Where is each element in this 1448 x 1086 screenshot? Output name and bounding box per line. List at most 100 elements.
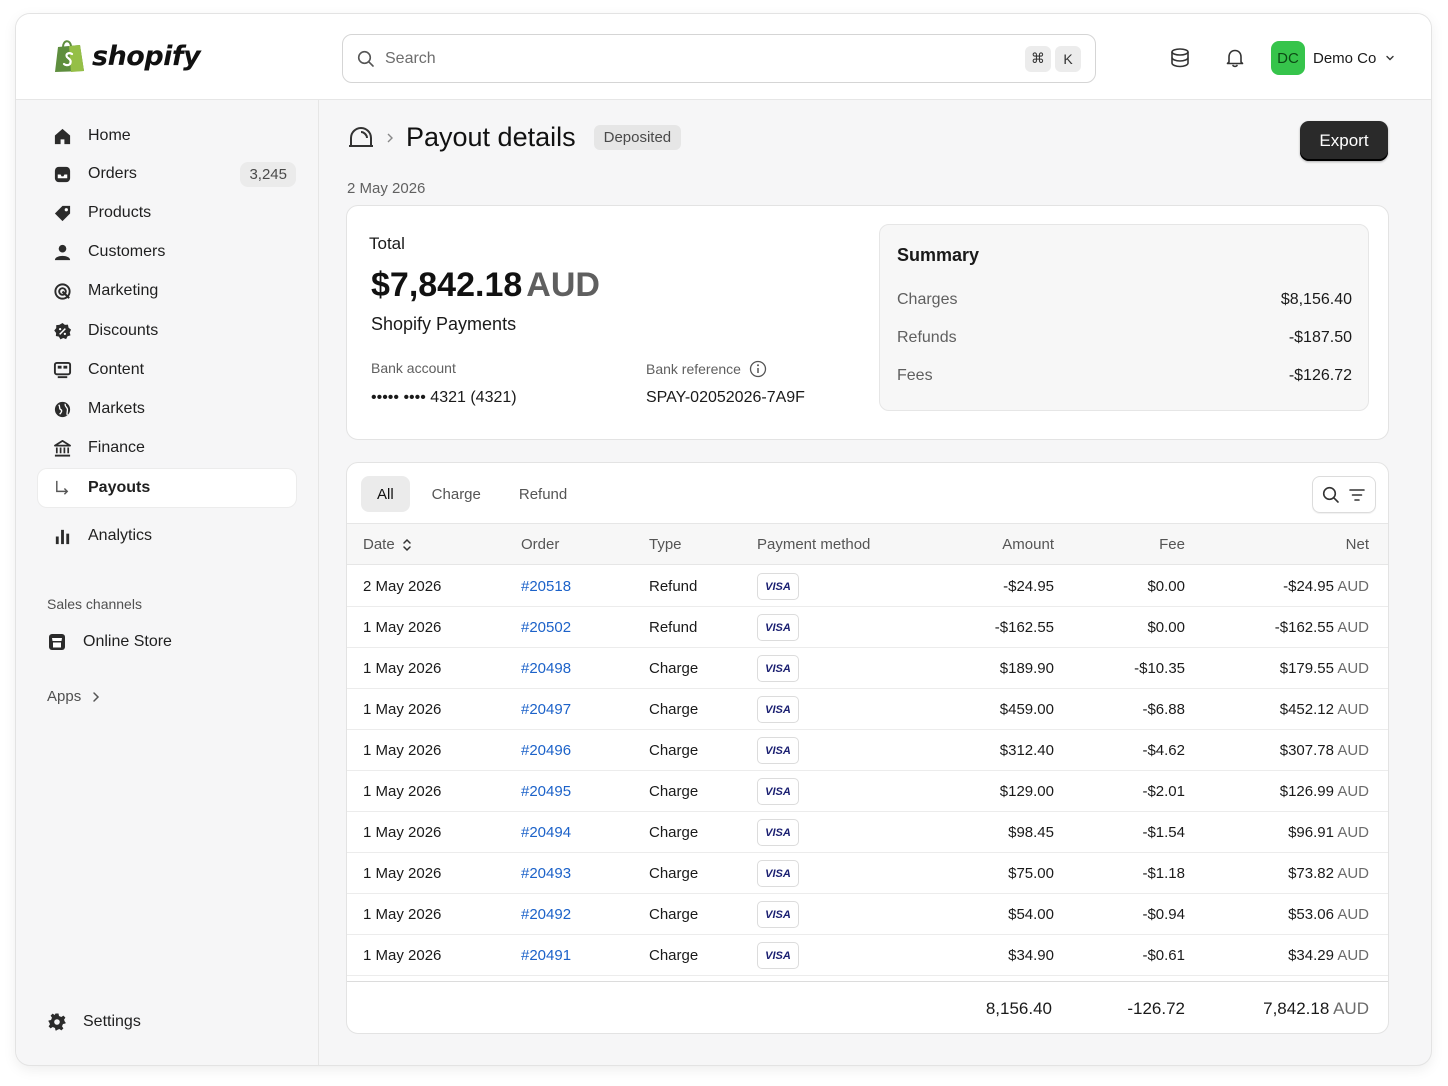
table-row[interactable]: 1 May 2026 #20496 Charge VISA $312.40 -$4.62 $… xyxy=(347,730,1388,771)
total-fee-cell: -126.72 xyxy=(1127,999,1185,1018)
account-name: Demo Co xyxy=(1313,49,1377,67)
sidebar-item-marketing[interactable]: Marketing xyxy=(38,272,296,310)
sidebar-item-home[interactable]: Home xyxy=(38,117,296,155)
date-cell: 1 May 2026 xyxy=(363,619,442,636)
bar-chart-icon xyxy=(55,529,69,544)
order-link[interactable]: #20491 xyxy=(521,947,572,964)
fee-cell: -$2.01 xyxy=(1142,783,1185,800)
chevron-right-icon xyxy=(93,691,100,702)
order-link[interactable]: #20494 xyxy=(521,824,572,841)
order-link[interactable]: #20492 xyxy=(521,906,572,923)
amount-cell: $98.45 xyxy=(1008,824,1054,841)
search-placeholder[interactable]: Search xyxy=(385,49,436,67)
sidebar-item-online-store[interactable]: Online Store xyxy=(33,623,291,661)
summary-label: Refunds xyxy=(897,329,957,346)
sidebar: Home Orders 3,245 Products Customers Mar… xyxy=(16,100,319,1065)
table-row[interactable]: 1 May 2026 #20502 Refund VISA -$162.55 $0.00 -… xyxy=(347,607,1388,648)
sidebar-item-payouts[interactable]: Payouts xyxy=(38,469,296,507)
sidebar-item-analytics[interactable]: Analytics xyxy=(38,517,296,555)
visa-card-icon: VISA xyxy=(757,778,799,805)
visa-card-icon: VISA xyxy=(757,860,799,887)
table-row[interactable]: 1 May 2026 #20494 Charge VISA $98.45 -$1.54 $9… xyxy=(347,812,1388,853)
order-link[interactable]: #20502 xyxy=(521,619,572,636)
sidebar-item-finance[interactable]: Finance xyxy=(38,429,296,467)
status-badge: Deposited xyxy=(593,125,682,150)
home-icon xyxy=(54,128,70,144)
table-row[interactable]: 1 May 2026 #20493 Charge VISA $75.00 -$1.18 $7… xyxy=(347,853,1388,894)
net-cell: $53.06 AUD xyxy=(1288,906,1369,923)
total-net-cell: 7,842.18 AUD xyxy=(1263,999,1369,1019)
table-row[interactable]: 1 May 2026 #20492 Charge VISA $54.00 -$0.94 $5… xyxy=(347,894,1388,935)
payment-provider: Shopify Payments xyxy=(371,314,517,334)
amount-cell: $129.00 xyxy=(999,783,1054,800)
table-row[interactable]: 1 May 2026 #20491 Charge VISA $34.90 -$0.61 $3… xyxy=(347,935,1388,976)
sidebar-item-settings[interactable]: Settings xyxy=(33,1003,291,1041)
avatar: DC xyxy=(1271,41,1305,75)
tab-refund[interactable]: Refund xyxy=(518,485,568,503)
fee-cell: $0.00 xyxy=(1147,578,1185,595)
bank-account-value: ••••• •••• 4321 (4321) xyxy=(371,389,517,406)
visa-card-icon: VISA xyxy=(757,901,799,928)
currency-label: AUD xyxy=(1337,742,1369,759)
sidebar-item-discounts[interactable]: Discounts xyxy=(38,312,296,350)
type-cell: Refund xyxy=(649,578,698,595)
net-cell: $452.12 AUD xyxy=(1280,701,1369,718)
database-icon[interactable] xyxy=(1169,47,1191,69)
summary-value: -$126.72 xyxy=(1288,367,1352,384)
type-cell: Charge xyxy=(649,783,699,800)
table-row[interactable]: 1 May 2026 #20498 Charge VISA $189.90 -$10.35… xyxy=(347,648,1388,689)
page-title: Payout details xyxy=(406,122,576,152)
apps-link[interactable]: Apps xyxy=(47,688,101,705)
account-menu[interactable]: DC Demo Co xyxy=(1271,41,1396,75)
visa-card-icon: VISA xyxy=(757,942,799,969)
table-row[interactable]: 1 May 2026 #20497 Charge VISA $459.00 -$6.88 $… xyxy=(347,689,1388,730)
summary-label: Charges xyxy=(897,291,958,308)
export-button[interactable]: Export xyxy=(1300,121,1388,161)
tab-all[interactable]: All xyxy=(361,476,410,512)
orders-icon xyxy=(54,166,70,182)
sidebar-item-products[interactable]: Products xyxy=(38,194,296,232)
visa-card-icon: VISA xyxy=(757,614,799,641)
sidebar-item-label: Content xyxy=(88,361,145,378)
column-date[interactable]: Date xyxy=(363,536,413,553)
date-cell: 1 May 2026 xyxy=(363,742,442,759)
amount-cell: $189.90 xyxy=(999,660,1054,677)
net-value: $34.29 xyxy=(1288,947,1334,964)
search-filter-button[interactable] xyxy=(1312,476,1376,513)
summary-panel: Summary Charges $8,156.40 Refunds -$187.… xyxy=(879,224,1369,411)
sidebar-item-content[interactable]: Content xyxy=(38,351,296,389)
order-link[interactable]: #20518 xyxy=(521,578,572,595)
brand-name: shopify xyxy=(92,40,201,72)
info-icon[interactable] xyxy=(749,360,767,378)
order-link[interactable]: #20497 xyxy=(521,701,572,718)
payout-icon[interactable] xyxy=(348,126,374,150)
search-bar[interactable]: Search ⌘ K xyxy=(342,34,1096,83)
sidebar-item-label: Orders xyxy=(88,165,137,182)
tab-charge[interactable]: Charge xyxy=(431,485,481,503)
filter-tabs: All Charge Refund xyxy=(361,476,583,512)
order-link[interactable]: #20498 xyxy=(521,660,572,677)
summary-row-fees: Fees -$126.72 xyxy=(897,367,1352,385)
sidebar-item-orders[interactable]: Orders 3,245 xyxy=(38,155,296,193)
table-row[interactable]: 1 May 2026 #20495 Charge VISA $129.00 -$2.01 $… xyxy=(347,771,1388,812)
order-link[interactable]: #20496 xyxy=(521,742,572,759)
net-value: -$24.95 xyxy=(1283,578,1334,595)
sidebar-item-customers[interactable]: Customers xyxy=(38,233,296,271)
summary-label: Fees xyxy=(897,367,933,384)
keyboard-shortcut: ⌘ K xyxy=(1025,45,1081,72)
bank-account-label: Bank account xyxy=(371,360,456,376)
order-link[interactable]: #20495 xyxy=(521,783,572,800)
sidebar-item-label: Discounts xyxy=(88,322,159,339)
sidebar-item-markets[interactable]: Markets xyxy=(38,390,296,428)
table-row[interactable]: 2 May 2026 #20518 Refund VISA -$24.95 $0.00 -$… xyxy=(347,566,1388,607)
visa-card-icon: VISA xyxy=(757,655,799,682)
total-amount-cell: 8,156.40 xyxy=(985,999,1052,1018)
bell-icon[interactable] xyxy=(1224,47,1246,69)
total-amount-value: $7,842.18 xyxy=(371,266,523,304)
type-cell: Charge xyxy=(649,701,699,718)
amount-cell: $312.40 xyxy=(999,742,1054,759)
order-link[interactable]: #20493 xyxy=(521,865,572,882)
shopping-bag-icon xyxy=(55,40,84,72)
settings-label: Settings xyxy=(83,1013,141,1030)
shopify-logo[interactable]: shopify xyxy=(52,38,201,74)
